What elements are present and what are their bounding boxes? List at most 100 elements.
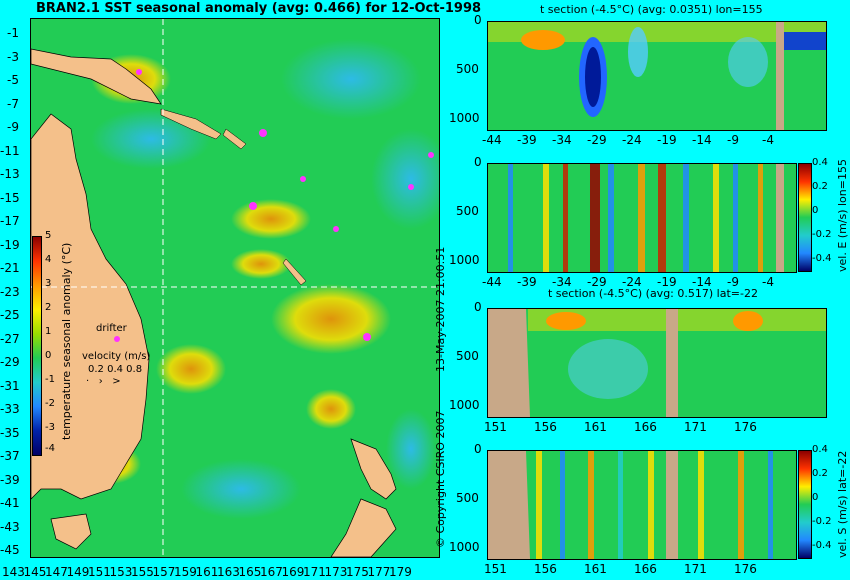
panel-x-tick: -34 xyxy=(552,133,572,147)
map-x-tick: 161 xyxy=(195,565,219,579)
panel-x-tick: 176 xyxy=(734,420,757,434)
section-panel-1 xyxy=(487,21,827,131)
colorbar-tick: 0.4 xyxy=(812,157,828,168)
map-y-tick: -37 xyxy=(0,449,20,463)
panel-y-tick: 1000 xyxy=(449,540,480,554)
sst-colorbar-tick: 3 xyxy=(45,278,52,289)
map-y-tick: -13 xyxy=(0,167,20,181)
section-panel-2 xyxy=(487,163,797,273)
panel-x-tick: -9 xyxy=(727,275,739,289)
sst-colorbar-tick: 2 xyxy=(45,302,52,313)
map-x-tick: 153 xyxy=(109,565,133,579)
panel-x-tick: 166 xyxy=(634,562,657,576)
panel-x-tick: -29 xyxy=(587,275,607,289)
panel-x-tick: 161 xyxy=(584,562,607,576)
panel-y-tick: 500 xyxy=(456,204,479,218)
map-y-tick: -23 xyxy=(0,284,20,299)
map-x-tick: 155 xyxy=(131,565,154,579)
colorbar-tick: 0.4 xyxy=(812,444,828,455)
date-stamp: 13-May-2007 21:00:51 xyxy=(434,246,447,372)
panel-y-tick: 500 xyxy=(456,62,479,76)
section-panel-3 xyxy=(487,308,827,418)
map-y-tick: -33 xyxy=(0,402,20,416)
panel-x-tick: 176 xyxy=(734,562,757,576)
colorbar-tick: -0.4 xyxy=(812,540,832,551)
map-y-tick: -21 xyxy=(0,261,20,275)
map-x-tick: 163 xyxy=(217,565,240,579)
panel-x-tick: 151 xyxy=(484,420,507,434)
map-y-tick: -5 xyxy=(7,73,19,87)
colorbar-tick: -0.4 xyxy=(812,253,832,264)
map-x-tick: 157 xyxy=(152,565,176,579)
map-y-tick: -27 xyxy=(0,331,20,346)
map-y-tick: -15 xyxy=(0,190,20,205)
panel-1-title: t section (-4.5°C) (avg: 0.0351) lon=155 xyxy=(540,3,763,16)
panel-x-tick: 161 xyxy=(584,420,607,434)
map-y-tick: -7 xyxy=(7,96,19,111)
section-panel-4-image xyxy=(488,451,796,559)
panel-x-tick: 151 xyxy=(484,562,507,576)
panel-x-tick: 156 xyxy=(534,420,557,434)
sst-colorbar-label: temperature seasonal anomaly (°C) xyxy=(60,242,73,440)
colorbar-tick: -0.2 xyxy=(812,516,832,527)
sst-map-image xyxy=(31,19,439,557)
panel-y-tick: 0 xyxy=(474,300,482,314)
map-x-tick: 143 xyxy=(2,565,25,579)
sst-colorbar-tick: -2 xyxy=(45,398,55,409)
sst-colorbar-tick: 4 xyxy=(45,254,52,265)
map-x-tick: 165 xyxy=(238,565,262,579)
map-y-tick: -43 xyxy=(0,519,20,534)
colorbar-tick: 0 xyxy=(812,492,819,503)
panel-x-tick: -9 xyxy=(727,133,739,147)
drifter-label: drifter xyxy=(96,323,127,334)
panel-y-tick: 500 xyxy=(456,491,479,505)
velocity-values: 0.2 0.4 0.8 xyxy=(88,364,143,375)
panel-y-tick: 500 xyxy=(456,349,479,363)
vel-s-colorbar xyxy=(798,450,812,559)
velocity-label: velocity (m/s) xyxy=(82,351,151,362)
map-y-tick: -19 xyxy=(0,237,20,252)
vel-e-colorbar-label: vel. E (m/s) lon=155 xyxy=(836,159,849,272)
map-y-tick: -31 xyxy=(0,378,20,393)
panel-x-tick: 171 xyxy=(684,420,707,434)
map-x-tick: 179 xyxy=(389,565,412,579)
map-y-tick: -1 xyxy=(7,26,19,40)
panel-x-tick: -19 xyxy=(657,275,677,289)
panel-x-tick: -34 xyxy=(552,275,572,289)
sst-colorbar-tick: -3 xyxy=(45,422,55,433)
panel-x-tick: 166 xyxy=(634,420,657,434)
map-x-tick: 151 xyxy=(88,565,111,579)
map-x-tick: 147 xyxy=(45,565,68,579)
colorbar-tick: -0.2 xyxy=(812,229,832,240)
velocity-arrows: · › > xyxy=(86,376,121,387)
map-x-tick: 169 xyxy=(281,565,305,579)
vel-e-colorbar xyxy=(798,163,812,272)
map-x-tick: 145 xyxy=(23,565,47,579)
panel-y-tick: 0 xyxy=(474,442,482,456)
panel-x-tick: -44 xyxy=(482,275,502,289)
panel-x-tick: -14 xyxy=(692,133,712,147)
panel-x-tick: -44 xyxy=(482,133,502,147)
map-y-tick: -39 xyxy=(0,472,20,487)
sst-colorbar-tick: -1 xyxy=(45,374,55,385)
panel-y-tick: 1000 xyxy=(449,398,480,412)
map-y-tick: -35 xyxy=(0,425,20,440)
map-y-tick: -11 xyxy=(0,143,20,158)
map-y-tick: -29 xyxy=(0,355,20,369)
map-x-tick: 171 xyxy=(303,565,326,579)
panel-x-tick: -4 xyxy=(762,133,774,147)
map-y-tick: -3 xyxy=(7,49,19,64)
panel-x-tick: 156 xyxy=(534,562,557,576)
section-panel-4 xyxy=(487,450,797,560)
panel-x-tick: -29 xyxy=(587,133,607,147)
panel-y-tick: 1000 xyxy=(449,111,480,125)
sst-colorbar-tick: 5 xyxy=(45,230,52,241)
panel-x-tick: -4 xyxy=(762,275,774,289)
sst-colorbar-tick: 0 xyxy=(45,350,52,361)
panel-x-tick: -39 xyxy=(517,275,537,289)
colorbar-tick: 0.2 xyxy=(812,468,828,479)
panel-y-tick: 1000 xyxy=(449,253,480,267)
sst-colorbar xyxy=(32,236,42,456)
map-x-tick: 159 xyxy=(174,565,197,579)
copyright-text: © Copyright CSIRO 2007 xyxy=(434,410,447,548)
